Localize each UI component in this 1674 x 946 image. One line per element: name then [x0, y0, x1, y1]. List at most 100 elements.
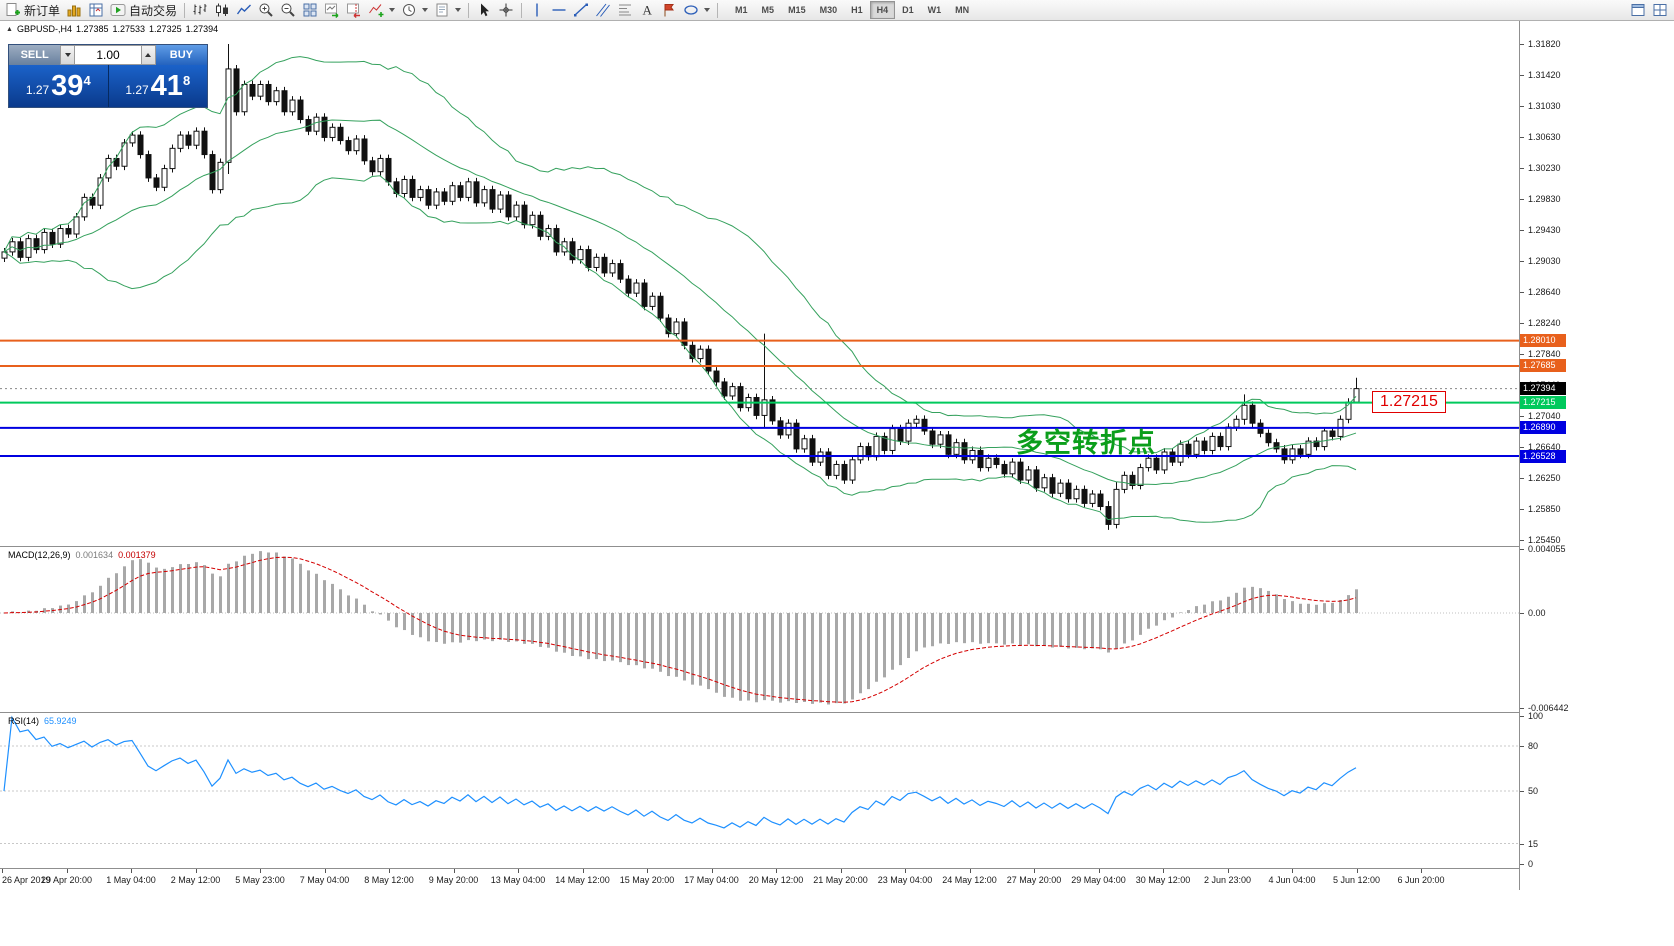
indicators-dropdown-icon — [389, 8, 396, 12]
price-tag-1.28010: 1.28010 — [1520, 334, 1566, 348]
horizontal-line-icon — [552, 9, 566, 11]
new-order-button[interactable]: 新订单 — [2, 1, 63, 20]
time-axis[interactable]: 26 Apr 2019 29 Apr 20:00 1 May 04:00 2 May … — [0, 869, 1519, 893]
panel-separator-rsi[interactable] — [0, 712, 1674, 713]
timeframe-button-M5[interactable]: M5 — [761, 5, 775, 15]
crosshair-tool-button[interactable] — [495, 1, 517, 20]
zoom-in-button[interactable] — [255, 1, 277, 20]
time-tick-mark — [66, 869, 68, 873]
cursor-icon — [481, 3, 490, 17]
macd-signal-line — [3, 556, 1357, 703]
rsi-indicator-plot[interactable] — [0, 713, 1519, 868]
bollinger-middle-band[interactable] — [3, 119, 1357, 486]
macd-values-label: MACD(12,26,9) 0.001634 0.001379 — [8, 550, 156, 560]
channel-tool-button[interactable] — [592, 1, 614, 20]
market-watch-icon — [89, 3, 103, 17]
timeframe-button-M30[interactable]: M30 — [819, 5, 838, 15]
fibonacci-tool-button[interactable] — [614, 1, 636, 20]
macd-indicator-plot[interactable] — [0, 547, 1519, 712]
time-tick-mark — [2, 869, 3, 873]
macd-main-value: 0.001634 — [75, 550, 114, 560]
time-label-29-May-04-00: 29 May 04:00 — [1071, 875, 1126, 885]
market-watch-button[interactable] — [85, 1, 107, 20]
trendline-tool-button[interactable] — [570, 1, 592, 20]
templates-button[interactable] — [431, 1, 464, 20]
time-tick-mark — [1163, 869, 1164, 873]
price-tick-mark — [1520, 136, 1524, 138]
vertical-line-icon — [536, 3, 538, 17]
bollinger-lower-band[interactable] — [3, 175, 1357, 523]
text-tool-button[interactable]: A — [636, 1, 658, 20]
charts-button[interactable] — [63, 1, 85, 20]
price-tick-1.28640: 1.28640 — [1528, 286, 1561, 297]
autotrade-button[interactable]: 自动交易 — [107, 1, 180, 20]
price-note-box-object[interactable]: 1.27215 — [1372, 391, 1446, 413]
price-tick-1.25450: 1.25450 — [1528, 535, 1561, 545]
vertical-line-tool-button[interactable] — [526, 1, 548, 20]
turning-point-text-object[interactable]: 多空转折点 — [1016, 428, 1156, 458]
main-chart-plot[interactable] — [0, 21, 1519, 546]
timeframe-button-H1[interactable]: H1 — [851, 5, 863, 15]
timeframe-button-D1[interactable]: D1 — [902, 5, 914, 15]
volume-decrease-button[interactable] — [60, 45, 75, 65]
time-tick-mark — [1421, 869, 1422, 873]
shapes-tool-button[interactable] — [680, 1, 713, 20]
sell-price-digits: 39 — [51, 69, 84, 102]
new-chart-window-icon[interactable] — [1630, 2, 1646, 18]
tile-windows-button[interactable] — [299, 1, 321, 20]
timeframe-button-H4[interactable]: H4 — [869, 1, 896, 19]
timeframe-button-M15[interactable]: M15 — [788, 5, 806, 15]
time-label-1-May-04-00: 1 May 04:00 — [106, 875, 156, 885]
periods-clock-icon — [403, 4, 416, 16]
periods-button[interactable] — [398, 1, 431, 20]
bollinger-upper-band[interactable] — [3, 56, 1357, 454]
auto-scroll-icon — [325, 3, 339, 18]
cursor-tool-button[interactable] — [473, 1, 495, 20]
bar-chart-mode-button[interactable] — [189, 1, 211, 20]
macd-tick-mark — [1520, 708, 1524, 709]
indicators-button[interactable] — [365, 1, 398, 20]
panel-separator-macd[interactable] — [0, 546, 1674, 547]
chart-shift-button[interactable] — [343, 1, 365, 20]
buy-button[interactable]: BUY — [155, 45, 207, 65]
time-tick-mark — [969, 869, 971, 873]
line-chart-mode-button[interactable] — [233, 1, 255, 20]
sell-button[interactable]: SELL — [9, 45, 61, 65]
time-tick-mark — [518, 869, 519, 873]
zoom-out-icon — [281, 3, 295, 17]
price-tick-mark — [1520, 167, 1524, 169]
candlestick-mode-button[interactable] — [211, 1, 233, 20]
window-layout-icon[interactable] — [1652, 2, 1668, 18]
time-axis-separator — [0, 868, 1674, 869]
volume-increase-button[interactable] — [141, 45, 156, 65]
time-label-8-May-12-00: 8 May 12:00 — [364, 875, 414, 885]
timeframe-button-MN[interactable]: MN — [955, 5, 970, 15]
price-tick-1.26640: 1.26640 — [1528, 442, 1561, 453]
charts-icon — [67, 5, 81, 17]
price-tick-mark — [1520, 198, 1524, 200]
time-label-26-Apr-2019: 26 Apr 2019 — [2, 875, 51, 885]
timeframe-button-W1[interactable]: W1 — [927, 5, 942, 15]
new-order-icon — [6, 3, 20, 16]
timeframe-button-M1[interactable]: M1 — [735, 5, 748, 15]
price-tick-mark — [1520, 540, 1524, 541]
auto-scroll-button[interactable] — [321, 1, 343, 20]
label-tool-button[interactable] — [658, 1, 680, 20]
time-tick-mark — [260, 869, 261, 873]
price-tick-mark — [1520, 477, 1524, 479]
time-tick-mark — [324, 869, 326, 873]
volume-input[interactable] — [75, 45, 141, 65]
autotrade-icon — [110, 4, 126, 16]
price-axis[interactable]: 1.31820 1.31420 1.31030 1.30630 1.30230 1.298… — [1520, 21, 1674, 890]
price-tick-1.29430: 1.29430 — [1528, 225, 1561, 236]
rsi-axis-80: 80 — [1528, 741, 1539, 751]
macd-axis-0.00: 0.00 — [1528, 608, 1546, 618]
toolbar-separator — [468, 2, 470, 18]
zoom-out-button[interactable] — [277, 1, 299, 20]
autotrade-label: 自动交易 — [129, 3, 178, 18]
buy-price-button[interactable]: 1.27 41 8 — [108, 65, 207, 107]
horizontal-line-tool-button[interactable] — [548, 1, 570, 20]
sell-price-button[interactable]: 1.27 39 4 — [9, 65, 108, 107]
time-label-17-May-04-00: 17 May 04:00 — [684, 875, 739, 885]
